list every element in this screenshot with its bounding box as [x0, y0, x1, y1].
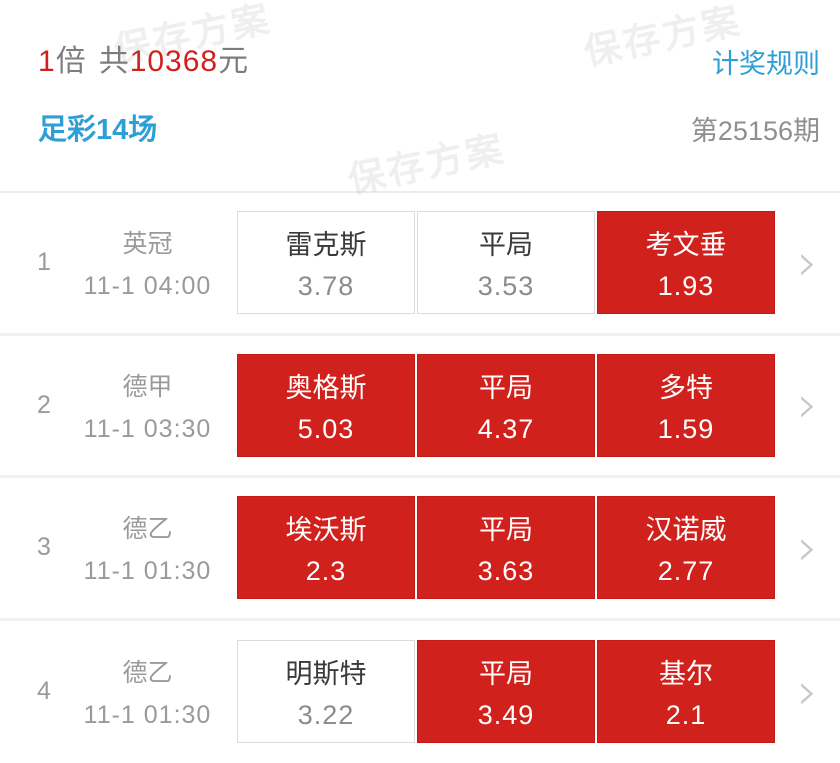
chevron-right-icon[interactable]: › — [797, 232, 818, 293]
lottery-type-label: 足彩14场 — [38, 114, 158, 146]
bet-option[interactable]: 多特 1.59 — [597, 353, 775, 457]
bet-options: 埃沃斯 2.3 平局 3.63 汉诺威 2.77 — [237, 496, 775, 600]
bet-option-label: 平局 — [479, 515, 533, 546]
match-row: 2 德甲 11-1 03:30 奥格斯 5.03 平局 4.37 多特 1.59… — [0, 335, 840, 478]
total-prefix: 共 — [98, 45, 130, 78]
bet-option-odds: 5.03 — [297, 413, 355, 444]
bet-option-label: 平局 — [479, 230, 533, 261]
bet-options: 雷克斯 3.78 平局 3.53 考文垂 1.93 — [237, 211, 775, 315]
bet-option[interactable]: 平局 4.37 — [417, 353, 595, 457]
match-time: 11-1 01:30 — [83, 557, 212, 586]
match-meta: 英冠 11-1 04:00 — [60, 224, 235, 301]
bet-option-odds: 1.93 — [657, 271, 715, 302]
multiplier-unit: 倍 — [55, 45, 87, 78]
bet-option[interactable]: 平局 3.53 — [417, 211, 595, 315]
match-number: 3 — [37, 533, 51, 562]
multiplier-value: 1 — [38, 45, 56, 78]
issue-number: 第25156期 — [690, 116, 820, 146]
stake-summary: 1倍 共10368元 — [38, 36, 249, 80]
chevron-right-icon[interactable]: › — [797, 375, 818, 436]
bet-option[interactable]: 奥格斯 5.03 — [237, 353, 415, 457]
match-league: 德甲 — [122, 372, 173, 401]
bet-option-label: 明斯特 — [285, 659, 367, 690]
bet-option[interactable]: 明斯特 3.22 — [237, 640, 415, 744]
bet-options: 奥格斯 5.03 平局 4.37 多特 1.59 — [237, 353, 775, 457]
bet-option-odds: 3.63 — [477, 556, 535, 587]
bet-option-odds: 3.49 — [477, 700, 535, 731]
bet-option-odds: 3.78 — [297, 271, 355, 302]
match-time: 11-1 04:00 — [83, 272, 212, 301]
match-league: 英冠 — [122, 230, 173, 259]
bet-option[interactable]: 汉诺威 2.77 — [597, 496, 775, 600]
bet-option[interactable]: 雷克斯 3.78 — [237, 211, 415, 315]
bet-option[interactable]: 埃沃斯 2.3 — [237, 496, 415, 600]
bet-option-odds: 3.53 — [477, 271, 535, 302]
match-meta: 德乙 11-1 01:30 — [60, 509, 235, 586]
total-amount: 10368 — [129, 45, 219, 78]
bet-option-label: 奥格斯 — [285, 372, 367, 403]
bet-option-label: 雷克斯 — [285, 230, 367, 261]
bet-option[interactable]: 平局 3.49 — [417, 640, 595, 744]
bet-option-odds: 3.22 — [297, 700, 355, 731]
match-row: 3 德乙 11-1 01:30 埃沃斯 2.3 平局 3.63 汉诺威 2.77… — [0, 478, 840, 621]
bet-option-label: 多特 — [659, 372, 713, 403]
bet-option-label: 平局 — [479, 372, 533, 403]
bet-option-odds: 4.37 — [477, 413, 535, 444]
match-number: 2 — [37, 390, 51, 419]
match-meta: 德乙 11-1 01:30 — [60, 653, 235, 730]
match-league: 德乙 — [122, 659, 173, 688]
bet-slip-header: 1倍 共10368元 计奖规则 足彩14场 第25156期 — [0, 0, 840, 193]
chevron-right-icon[interactable]: › — [797, 661, 818, 722]
total-unit: 元 — [218, 45, 250, 78]
match-league: 德乙 — [122, 515, 173, 544]
bet-option-label: 基尔 — [659, 659, 713, 690]
match-list: 1 英冠 11-1 04:00 雷克斯 3.78 平局 3.53 考文垂 1.9… — [0, 193, 840, 763]
bet-option-label: 汉诺威 — [645, 515, 727, 546]
match-row: 4 德乙 11-1 01:30 明斯特 3.22 平局 3.49 基尔 2.1 … — [0, 620, 840, 763]
bet-option-label: 平局 — [479, 659, 533, 690]
match-row: 1 英冠 11-1 04:00 雷克斯 3.78 平局 3.53 考文垂 1.9… — [0, 193, 840, 336]
header-divider — [0, 191, 840, 193]
bet-option[interactable]: 平局 3.63 — [417, 496, 595, 600]
prize-rules-link[interactable]: 计奖规则 — [712, 49, 820, 79]
bet-option-label: 埃沃斯 — [285, 515, 367, 546]
bet-option-odds: 1.59 — [657, 413, 715, 444]
bet-option[interactable]: 考文垂 1.93 — [597, 211, 775, 315]
match-meta: 德甲 11-1 03:30 — [60, 367, 235, 444]
bet-options: 明斯特 3.22 平局 3.49 基尔 2.1 — [237, 640, 775, 744]
bet-option-odds: 2.77 — [657, 556, 715, 587]
bet-option-odds: 2.3 — [305, 556, 347, 587]
match-number: 4 — [37, 677, 51, 706]
match-time: 11-1 01:30 — [83, 701, 212, 730]
bet-option-label: 考文垂 — [645, 230, 727, 261]
bet-option-odds: 2.1 — [665, 700, 707, 731]
match-time: 11-1 03:30 — [83, 414, 212, 443]
chevron-right-icon[interactable]: › — [797, 517, 818, 578]
bet-option[interactable]: 基尔 2.1 — [597, 640, 775, 744]
match-number: 1 — [37, 248, 51, 277]
